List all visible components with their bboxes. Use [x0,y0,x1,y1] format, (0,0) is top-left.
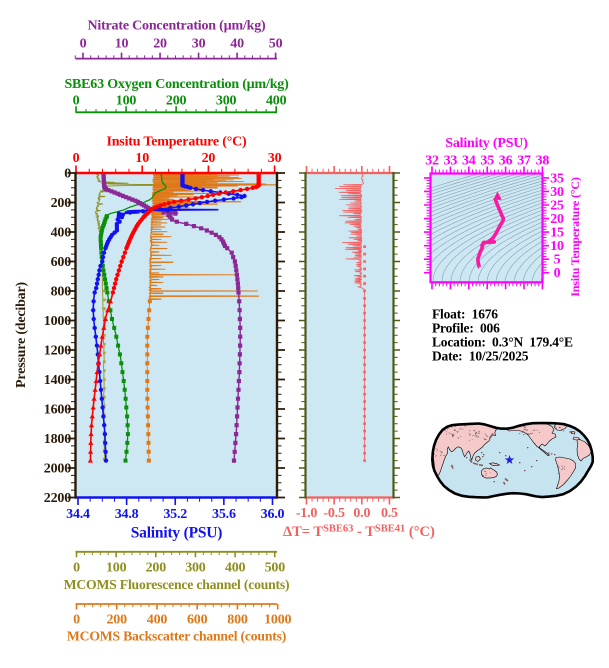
svg-text:0: 0 [80,36,87,51]
svg-text:36.0: 36.0 [261,507,285,522]
svg-text:35.6: 35.6 [212,507,236,522]
svg-text:0.0: 0.0 [353,506,370,521]
svg-text:MCOMS Fluorescence channel (co: MCOMS Fluorescence channel (counts) [64,577,290,593]
svg-text:400: 400 [147,613,168,628]
svg-text:Date: 10/25/2025: Date: 10/25/2025 [432,349,529,364]
svg-text:40: 40 [230,36,244,51]
svg-text:38: 38 [536,153,550,168]
svg-text:35: 35 [550,171,564,186]
svg-text:Salinity (PSU): Salinity (PSU) [131,525,223,542]
svg-text:600: 600 [187,613,208,628]
svg-text:-1.0: -1.0 [296,506,318,521]
svg-text:1600: 1600 [44,403,71,418]
svg-text:200: 200 [146,561,167,576]
svg-text:Insitu Temperature (°C): Insitu Temperature (°C) [107,135,248,150]
svg-text:200: 200 [166,94,187,109]
svg-text:Profile: 006: Profile: 006 [432,321,500,336]
svg-text:0.5: 0.5 [381,506,398,521]
svg-text:Location: 0.3°N 179.4°E: Location: 0.3°N 179.4°E [432,335,573,350]
svg-text:5: 5 [554,253,561,268]
svg-text:100: 100 [116,94,137,109]
svg-text:Nitrate Concentration (µm/kg): Nitrate Concentration (µm/kg) [87,19,266,34]
svg-text:32: 32 [425,153,439,168]
svg-text:2200: 2200 [44,491,71,506]
svg-text:300: 300 [216,94,237,109]
svg-text:-0.5: -0.5 [323,506,345,521]
svg-text:Salinity (PSU): Salinity (PSU) [445,136,528,151]
svg-text:1000: 1000 [44,314,71,329]
svg-text:35: 35 [480,153,494,168]
svg-text:ΔT= TSBE63 - TSBE41 (°C): ΔT= TSBE63 - TSBE41 (°C) [283,524,435,541]
svg-text:35.2: 35.2 [163,507,187,522]
svg-text:400: 400 [51,226,72,241]
svg-text:15: 15 [550,226,564,241]
svg-text:0: 0 [73,561,80,576]
svg-text:500: 500 [265,561,286,576]
svg-text:200: 200 [51,196,72,211]
svg-text:20: 20 [550,212,564,227]
svg-text:36: 36 [499,153,513,168]
svg-text:34.4: 34.4 [66,507,90,522]
svg-text:MCOMS Backscatter channel (cou: MCOMS Backscatter channel (counts) [67,629,286,645]
svg-text:0: 0 [73,94,80,109]
svg-text:Float: 1676: Float: 1676 [432,307,498,322]
svg-text:Pressure (decibar): Pressure (decibar) [14,282,29,388]
svg-text:300: 300 [185,561,206,576]
svg-text:200: 200 [106,613,127,628]
svg-text:34.8: 34.8 [115,507,139,522]
svg-text:800: 800 [227,613,248,628]
svg-text:600: 600 [51,255,72,270]
svg-text:37: 37 [517,153,531,168]
svg-text:30: 30 [192,36,206,51]
svg-text:100: 100 [106,561,127,576]
svg-text:30: 30 [268,151,282,166]
svg-text:34: 34 [462,153,476,168]
svg-text:0: 0 [73,613,80,628]
svg-text:20: 20 [202,151,216,166]
svg-text:400: 400 [266,94,287,109]
svg-text:50: 50 [269,36,283,51]
svg-text:1200: 1200 [44,344,71,359]
svg-text:Insitu Temperature (°C): Insitu Temperature (°C) [568,177,582,297]
svg-text:10: 10 [135,151,149,166]
svg-text:33: 33 [444,153,458,168]
svg-text:10: 10 [115,36,129,51]
svg-text:800: 800 [51,285,72,300]
svg-text:10: 10 [550,239,564,254]
svg-text:400: 400 [225,561,246,576]
svg-text:20: 20 [153,36,167,51]
svg-text:0: 0 [64,167,71,182]
svg-text:2000: 2000 [44,462,71,477]
svg-text:1000: 1000 [264,613,291,628]
svg-text:0: 0 [554,266,561,281]
svg-text:30: 30 [550,185,564,200]
svg-text:1800: 1800 [44,432,71,447]
svg-text:SBE63 Oxygen Concentration (µm: SBE63 Oxygen Concentration (µm/kg) [64,77,289,92]
svg-text:0: 0 [73,151,80,166]
svg-text:1400: 1400 [44,373,71,388]
svg-text:25: 25 [550,198,564,213]
